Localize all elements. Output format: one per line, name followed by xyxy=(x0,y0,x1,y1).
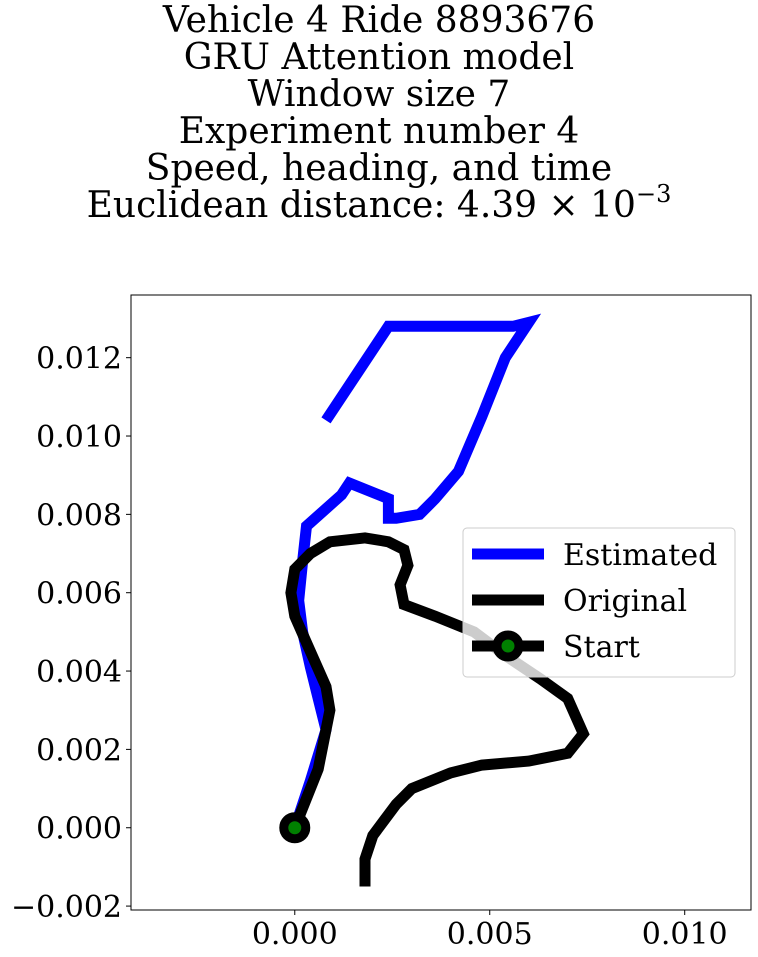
legend-label-original: Original xyxy=(563,584,687,619)
title-line-4: Experiment number 4 xyxy=(178,111,580,152)
series-line-original xyxy=(285,532,590,887)
title-line-5: Speed, heading, and time xyxy=(145,148,613,189)
series-layer xyxy=(279,313,590,887)
y-tick-label: 0.006 xyxy=(36,577,122,612)
y-tick-label: 0.004 xyxy=(36,655,122,690)
y-tick-label: 0.012 xyxy=(36,342,122,377)
x-tick-label: 0.010 xyxy=(642,917,728,952)
title-line-3: Window size 7 xyxy=(247,74,511,115)
y-tick-label: 0.008 xyxy=(36,498,122,533)
y-tick-label: −0.002 xyxy=(11,890,122,925)
title-line-1: Vehicle 4 Ride 8893676 xyxy=(162,0,596,41)
plot-frame xyxy=(130,294,752,911)
x-tick-label: 0.000 xyxy=(252,917,338,952)
series-line-estimated xyxy=(289,313,542,830)
title-line-6-exponent: −3 xyxy=(635,180,672,208)
x-tick-label: 0.005 xyxy=(447,917,533,952)
legend: Estimated Original Start xyxy=(462,527,736,678)
y-tick-label: 0.010 xyxy=(36,420,122,455)
chart-title: Vehicle 4 Ride 8893676 GRU Attention mod… xyxy=(0,2,758,224)
legend-label-estimated: Estimated xyxy=(563,538,717,573)
y-tick-label: 0.000 xyxy=(36,812,122,847)
legend-box xyxy=(462,527,736,678)
start-marker xyxy=(279,812,311,844)
title-line-2: GRU Attention model xyxy=(183,37,575,78)
legend-start-marker xyxy=(492,630,524,662)
y-tick-label: 0.002 xyxy=(36,733,122,768)
x-axis: 0.000 0.005 0.010 xyxy=(252,910,728,952)
title-line-6: Euclidean distance: 4.39 × 10−3 xyxy=(0,182,758,226)
y-axis: −0.002 0.000 0.002 0.004 0.006 0.008 0.010 0.01… xyxy=(11,342,131,925)
title-line-6-text: Euclidean distance: 4.39 × 10 xyxy=(86,185,636,226)
legend-label-start: Start xyxy=(563,630,640,665)
